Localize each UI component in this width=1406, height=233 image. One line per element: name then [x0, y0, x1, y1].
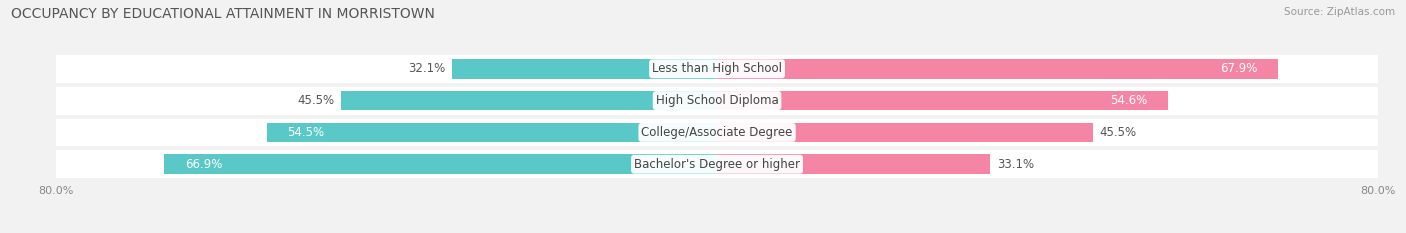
Bar	[56, 118, 1378, 146]
Bar	[717, 59, 1278, 79]
Text: 54.6%: 54.6%	[1111, 94, 1147, 107]
Text: 33.1%: 33.1%	[997, 158, 1035, 171]
Text: High School Diploma: High School Diploma	[655, 94, 779, 107]
Text: 67.9%: 67.9%	[1220, 62, 1257, 75]
Text: Source: ZipAtlas.com: Source: ZipAtlas.com	[1284, 7, 1395, 17]
Text: Less than High School: Less than High School	[652, 62, 782, 75]
Text: OCCUPANCY BY EDUCATIONAL ATTAINMENT IN MORRISTOWN: OCCUPANCY BY EDUCATIONAL ATTAINMENT IN M…	[11, 7, 434, 21]
Bar	[717, 123, 1092, 142]
Text: 32.1%: 32.1%	[408, 62, 446, 75]
Bar	[267, 123, 717, 142]
Text: 45.5%: 45.5%	[298, 94, 335, 107]
Bar	[342, 91, 717, 110]
Bar	[56, 55, 1378, 83]
Text: 54.5%: 54.5%	[287, 126, 325, 139]
Text: College/Associate Degree: College/Associate Degree	[641, 126, 793, 139]
Text: Bachelor's Degree or higher: Bachelor's Degree or higher	[634, 158, 800, 171]
Text: 45.5%: 45.5%	[1099, 126, 1136, 139]
Bar	[165, 154, 717, 174]
Bar	[56, 150, 1378, 178]
Bar	[451, 59, 717, 79]
Bar	[56, 87, 1378, 115]
Text: 66.9%: 66.9%	[186, 158, 222, 171]
Bar	[717, 91, 1168, 110]
Bar	[717, 154, 990, 174]
